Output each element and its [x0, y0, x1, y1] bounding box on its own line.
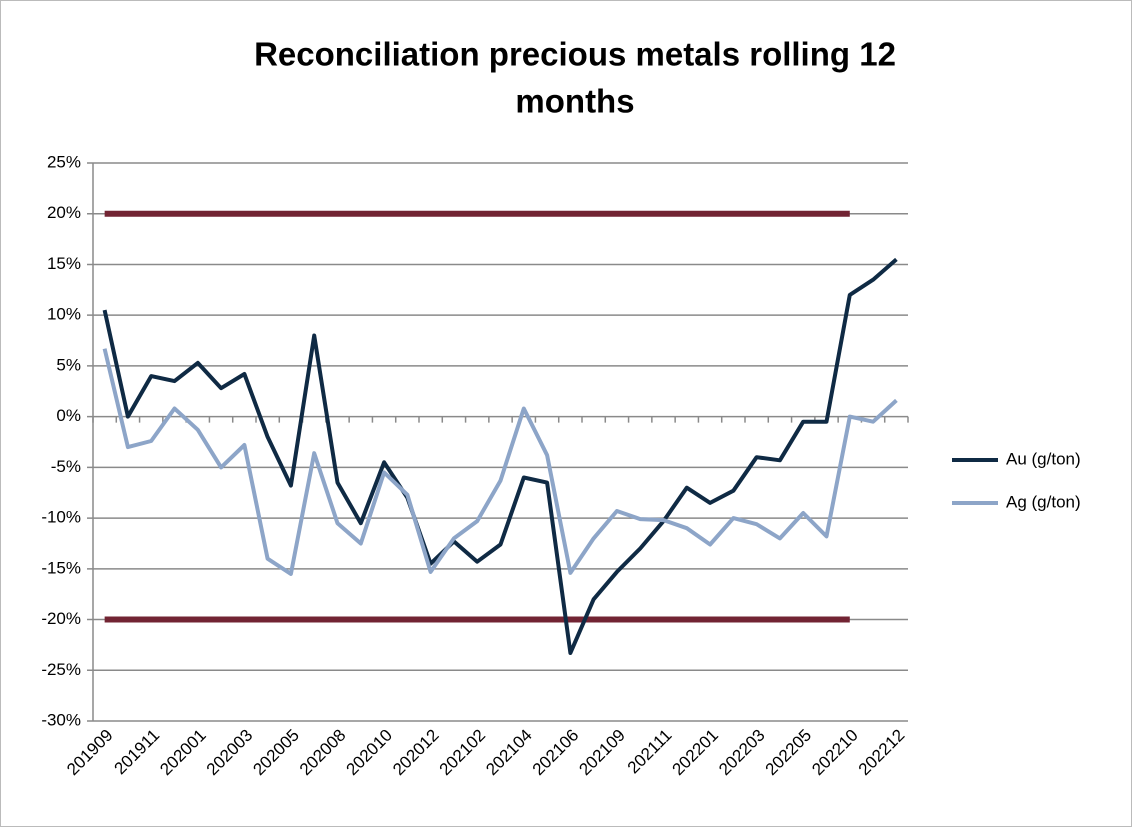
y-tick-label: -20% — [41, 609, 81, 628]
legend-label: Ag (g/ton) — [1006, 492, 1081, 511]
y-tick-label: 15% — [47, 254, 81, 273]
y-tick-label: 25% — [47, 152, 81, 171]
chart-title: months — [515, 83, 634, 120]
y-tick-label: -10% — [41, 508, 81, 527]
y-tick-label: -30% — [41, 710, 81, 729]
series-line — [102, 348, 898, 576]
y-tick-label: 20% — [47, 203, 81, 222]
series-line — [102, 257, 898, 655]
y-tick-label: 10% — [47, 305, 81, 324]
y-tick-label: 5% — [56, 355, 81, 374]
y-tick-label: -15% — [41, 558, 81, 577]
y-tick-label: -5% — [51, 457, 81, 476]
y-tick-label: -25% — [41, 660, 81, 679]
chart-title: Reconciliation precious metals rolling 1… — [254, 36, 896, 73]
y-tick-label: 0% — [56, 406, 81, 425]
legend-label: Au (g/ton) — [1006, 449, 1081, 468]
